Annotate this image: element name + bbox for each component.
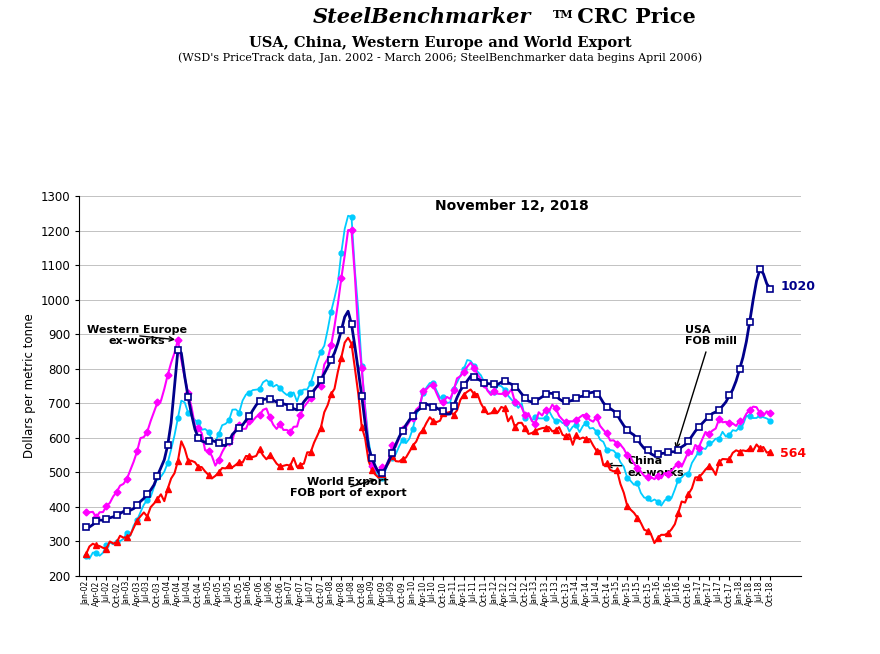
Text: 1020: 1020 xyxy=(781,281,816,294)
Text: Western Europe
ex-works: Western Europe ex-works xyxy=(87,325,187,347)
Text: World Export
FOB port of export: World Export FOB port of export xyxy=(290,477,407,498)
Text: USA
FOB mill: USA FOB mill xyxy=(675,325,737,447)
Text: SteelBenchmarker: SteelBenchmarker xyxy=(312,7,531,27)
Text: China
ex-works: China ex-works xyxy=(608,456,684,477)
Text: CRC Price: CRC Price xyxy=(570,7,696,27)
Text: TM: TM xyxy=(553,9,573,20)
Text: (WSD's PriceTrack data, Jan. 2002 - March 2006; SteelBenchmarker data begins Apr: (WSD's PriceTrack data, Jan. 2002 - Marc… xyxy=(178,52,702,63)
Y-axis label: Dollars per metric tonne: Dollars per metric tonne xyxy=(23,313,36,458)
Text: USA, China, Western Europe and World Export: USA, China, Western Europe and World Exp… xyxy=(249,36,631,50)
Text: November 12, 2018: November 12, 2018 xyxy=(435,199,589,213)
Text: 564: 564 xyxy=(781,447,806,460)
